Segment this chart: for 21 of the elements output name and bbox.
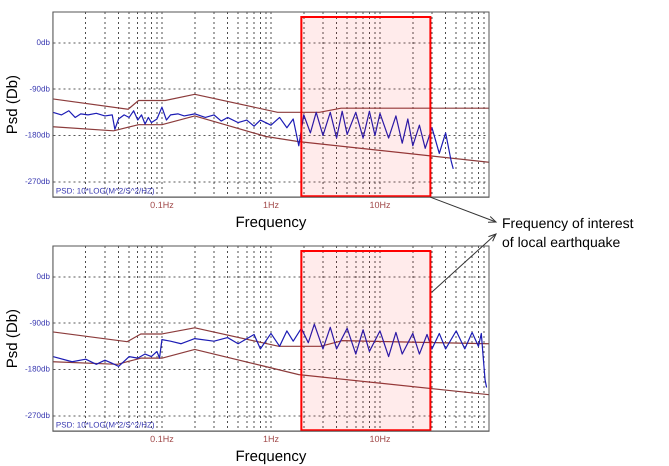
annotation: Frequency of interest of local earthquake bbox=[502, 214, 635, 252]
y-tick-label: -270db bbox=[24, 176, 50, 186]
x-tick-label: 10Hz bbox=[369, 434, 391, 444]
y-tick-label: -180db bbox=[24, 130, 50, 140]
y-axis-title: Psd (Db) bbox=[4, 309, 22, 368]
y-tick-label: 0db bbox=[36, 38, 50, 48]
x-tick-label: 10Hz bbox=[369, 200, 391, 210]
y-tick-label: -180db bbox=[24, 364, 50, 374]
annotation: PSD: 10*LOG(M^2/S^2/HZ) bbox=[56, 186, 155, 196]
x-tick-label: 0.1Hz bbox=[150, 200, 174, 210]
y-tick-label: -90db bbox=[29, 84, 50, 94]
x-axis-title: Frequency bbox=[236, 214, 307, 232]
x-tick-label: 0.1Hz bbox=[150, 434, 174, 444]
annotation: PSD: 10*LOG(M^2/S^2/HZ) bbox=[56, 420, 155, 430]
x-tick-label: 1Hz bbox=[262, 200, 280, 210]
y-tick-label: -270db bbox=[24, 410, 50, 420]
y-tick-label: 0db bbox=[36, 272, 50, 282]
x-tick-label: 1Hz bbox=[262, 434, 280, 444]
y-axis-title: Psd (Db) bbox=[4, 75, 22, 134]
y-tick-label: -90db bbox=[29, 318, 50, 328]
x-axis-title: Frequency bbox=[236, 448, 307, 466]
